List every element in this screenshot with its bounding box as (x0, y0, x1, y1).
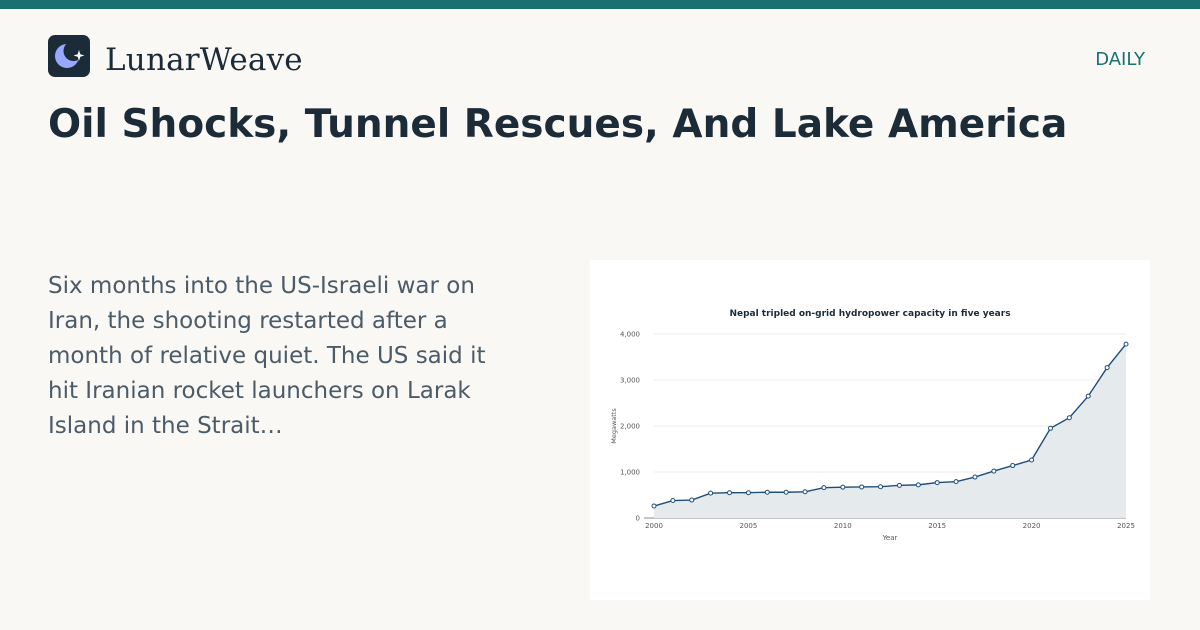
x-axis-label: Year (882, 534, 898, 542)
x-tick-label: 2000 (645, 522, 663, 530)
article-excerpt: Six months into the US-Israeli war on Ir… (48, 273, 486, 439)
data-point (1085, 393, 1091, 399)
data-point (821, 485, 827, 491)
data-point (689, 497, 695, 503)
y-axis-label: Megawatts (610, 408, 618, 444)
data-point (727, 490, 733, 496)
y-tick-label: 4,000 (620, 331, 640, 339)
x-tick-label: 2005 (739, 522, 757, 530)
data-point (878, 484, 884, 490)
data-point (783, 489, 789, 495)
data-point (1010, 463, 1016, 469)
crescent-moon-star-icon[interactable] (48, 35, 90, 77)
series-line (653, 343, 1127, 507)
data-point (764, 489, 770, 495)
section-label[interactable]: DAILY (1095, 49, 1145, 70)
y-tick-label: 3,000 (620, 377, 640, 385)
data-point (651, 503, 657, 509)
data-point (972, 474, 978, 480)
data-point (1047, 425, 1053, 431)
data-point (934, 480, 940, 486)
data-point (1066, 415, 1072, 421)
data-point (953, 479, 959, 485)
y-tick-label: 2,000 (620, 423, 640, 431)
data-point (802, 489, 808, 495)
data-point (745, 490, 751, 496)
data-point (859, 484, 865, 490)
hydropower-capacity-chart: Nepal tripled on-grid hydropower capacit… (610, 309, 1135, 542)
top-accent-bar (0, 0, 1200, 9)
data-point (896, 482, 902, 488)
data-point (1029, 457, 1035, 463)
data-point (915, 482, 921, 488)
data-point (1123, 341, 1129, 347)
x-tick-label: 2015 (928, 522, 946, 530)
data-point (1104, 365, 1110, 371)
y-tick-label: 1,000 (620, 469, 640, 477)
data-point (708, 490, 714, 496)
data-point (991, 468, 997, 474)
y-tick-label: 0 (636, 515, 640, 523)
x-tick-label: 2025 (1117, 522, 1135, 530)
x-tick-label: 2010 (834, 522, 852, 530)
article-headline: Oil Shocks, Tunnel Rescues, And Lake Ame… (48, 102, 1068, 147)
x-tick-label: 2020 (1023, 522, 1041, 530)
data-point (840, 484, 846, 490)
brand-name[interactable]: LunarWeave (105, 42, 303, 78)
series-area (654, 344, 1126, 518)
data-point (670, 498, 676, 504)
chart-title: Nepal tripled on-grid hydropower capacit… (729, 309, 1010, 319)
